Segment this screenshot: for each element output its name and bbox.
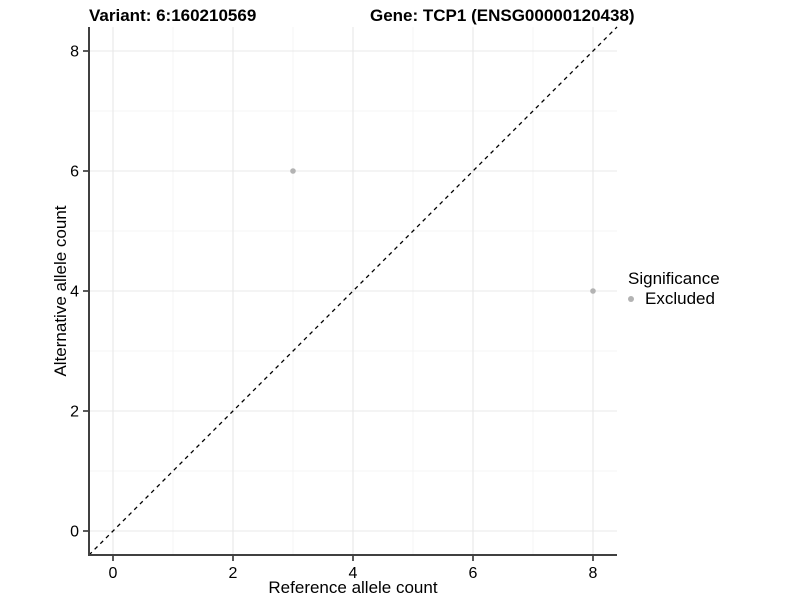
legend: Significance Excluded (628, 269, 720, 308)
y-tick-label: 8 (70, 44, 79, 61)
excluded-point-icon (628, 295, 634, 302)
legend-item-label: Excluded (645, 289, 715, 308)
data-point (590, 288, 596, 294)
x-tick-label: 0 (109, 565, 118, 582)
x-axis-title: Reference allele count (268, 578, 438, 597)
variant-title: Variant: 6:160210569 (89, 6, 257, 25)
y-axis-title: Alternative allele count (51, 205, 70, 377)
legend-item-excluded: Excluded (628, 289, 720, 308)
legend-key (628, 295, 645, 302)
y-tick-label: 2 (70, 404, 79, 421)
x-tick-label: 8 (589, 565, 598, 582)
x-tick-label: 6 (469, 565, 478, 582)
x-tick-label: 4 (349, 565, 358, 582)
x-tick-label: 2 (229, 565, 238, 582)
legend-title: Significance (628, 269, 720, 288)
gene-title: Gene: TCP1 (ENSG00000120438) (370, 6, 635, 25)
y-tick-label: 4 (70, 284, 79, 301)
y-tick-label: 6 (70, 164, 79, 181)
y-tick-label: 0 (70, 524, 79, 541)
data-point (290, 168, 296, 174)
